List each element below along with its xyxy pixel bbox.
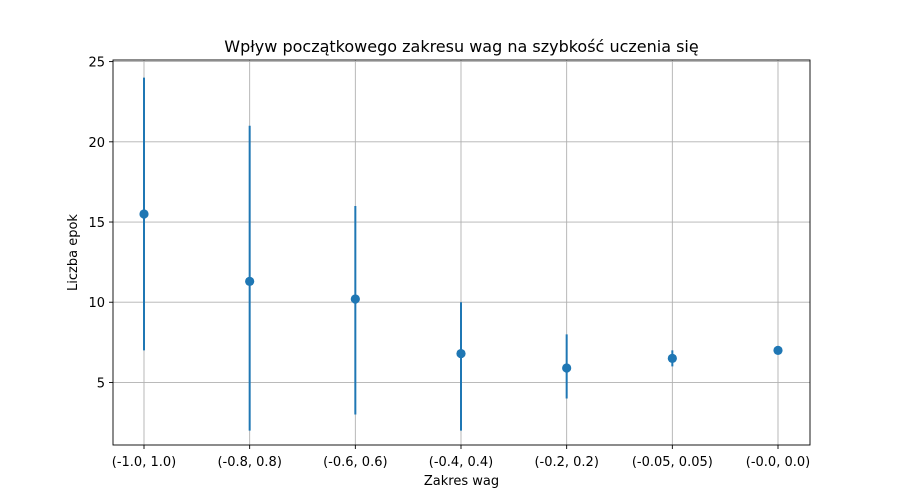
y-tick-label: 5 [97,376,105,391]
y-tick-label: 15 [88,216,105,231]
y-tick-label: 20 [88,136,105,151]
x-tick-label: (-0.6, 0.6) [323,455,387,470]
x-tick-label: (-0.0, 0.0) [746,455,810,470]
data-point [667,353,677,363]
data-point [773,345,783,355]
data-point [139,209,149,219]
x-tick-label: (-0.4, 0.4) [429,455,493,470]
x-tick-label: (-0.05, 0.05) [632,455,713,470]
y-tick-label: 10 [88,296,105,311]
data-point [562,363,572,373]
x-tick-label: (-1.0, 1.0) [112,455,176,470]
plot-area-frame [112,59,811,446]
y-tick-label: 25 [88,56,105,71]
data-point [350,294,360,304]
chart-title: Wpływ początkowego zakresu wag na szybko… [224,37,698,56]
y-axis-label: Liczba epok [66,214,81,291]
ticks-layer: (-1.0, 1.0) (-0.8, 0.8) (-0.6, 0.6) (-0.4, … [88,56,810,470]
data-point [245,276,255,286]
x-tick-label: (-0.2, 0.2) [534,455,598,470]
x-tick-label: (-0.8, 0.8) [217,455,281,470]
data-point [456,348,466,359]
series-layer [139,77,783,431]
x-axis-label: Zakres wag [424,474,499,489]
